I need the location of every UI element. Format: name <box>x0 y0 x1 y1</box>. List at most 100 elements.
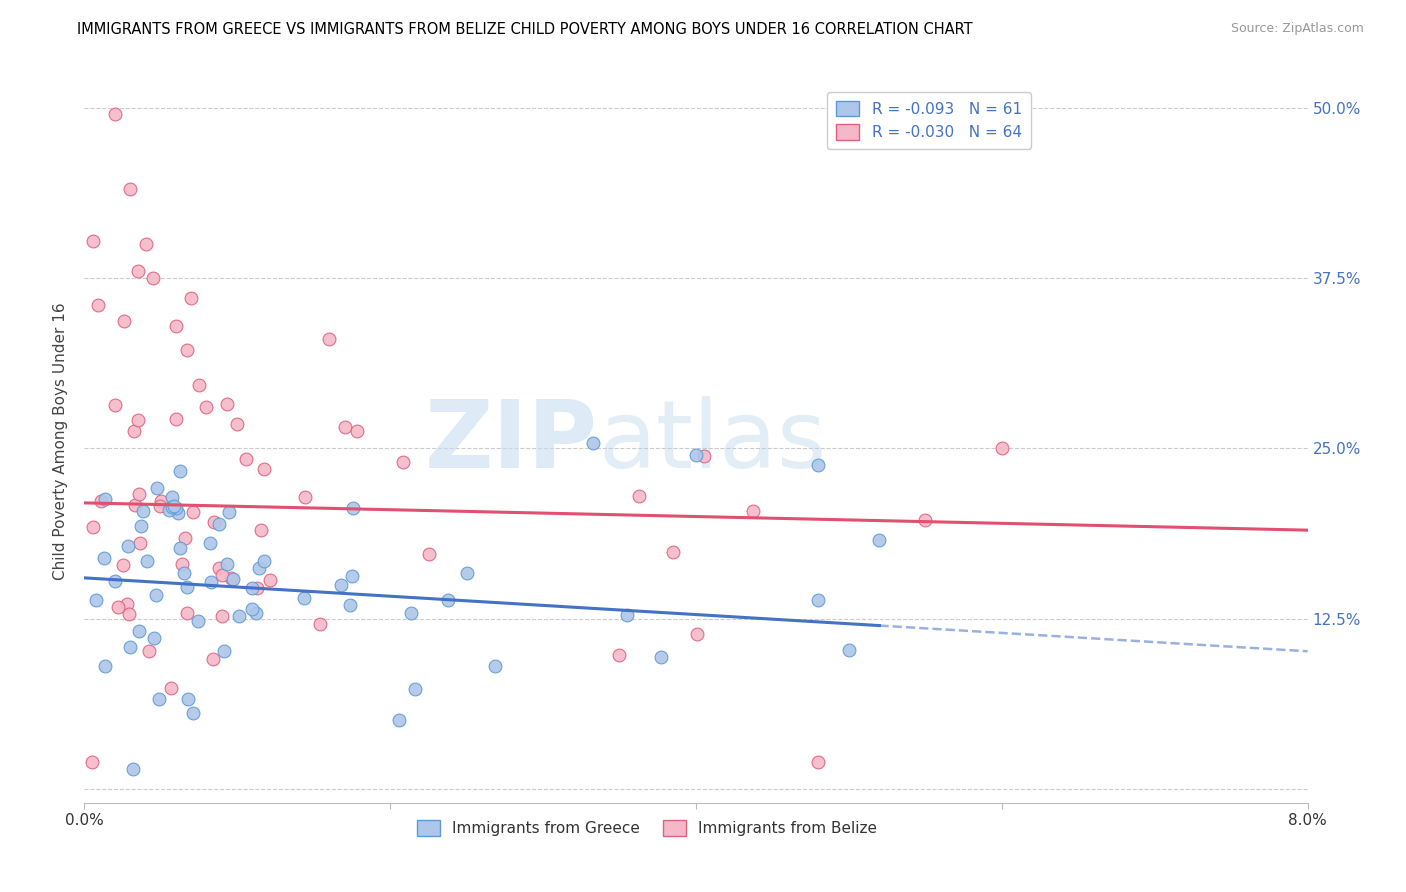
Point <box>181 505 204 519</box>
Point <box>120 182 142 196</box>
Point <box>107 600 129 615</box>
Point <box>160 500 183 515</box>
Point <box>212 644 235 658</box>
Point <box>200 574 222 589</box>
Point <box>165 412 187 426</box>
Point <box>122 424 145 438</box>
Point <box>145 588 167 602</box>
Point <box>246 581 269 595</box>
Point <box>82 234 104 248</box>
Point <box>202 516 225 530</box>
Point <box>82 755 104 769</box>
Point <box>240 601 263 615</box>
Point <box>437 593 460 607</box>
Point <box>339 598 361 612</box>
Point <box>228 609 250 624</box>
Point <box>176 343 198 357</box>
Point <box>616 607 638 622</box>
Point <box>253 554 276 568</box>
Point <box>807 458 830 472</box>
Point <box>93 551 115 566</box>
Point <box>112 558 135 573</box>
Point <box>404 682 426 697</box>
Point <box>247 560 270 574</box>
Point <box>218 505 240 519</box>
Y-axis label: Child Poverty Among Boys Under 16: Child Poverty Among Boys Under 16 <box>53 302 69 581</box>
Point <box>165 318 187 333</box>
Point <box>149 499 172 513</box>
Point <box>869 533 891 547</box>
Point <box>169 464 191 478</box>
Point <box>138 644 160 658</box>
Point <box>173 566 195 581</box>
Point <box>294 490 316 504</box>
Point <box>115 597 138 611</box>
Point <box>484 659 506 673</box>
Point <box>170 557 193 571</box>
Point <box>142 271 165 285</box>
Point <box>222 572 245 586</box>
Point <box>392 455 415 469</box>
Point <box>418 547 440 561</box>
Point <box>163 499 186 513</box>
Point <box>143 632 166 646</box>
Point <box>117 607 139 622</box>
Point <box>685 448 707 462</box>
Point <box>219 570 242 584</box>
Point <box>129 519 152 533</box>
Point <box>176 580 198 594</box>
Point <box>387 714 409 728</box>
Text: ZIP: ZIP <box>425 395 598 488</box>
Point <box>245 606 267 620</box>
Point <box>160 490 183 504</box>
Point <box>181 706 204 720</box>
Point <box>128 624 150 639</box>
Point <box>165 501 187 516</box>
Point <box>93 491 115 506</box>
Point <box>118 640 141 655</box>
Point <box>217 396 239 410</box>
Point <box>292 591 315 606</box>
Point <box>607 648 630 662</box>
Point <box>211 609 233 624</box>
Point <box>340 569 363 583</box>
Point <box>86 593 108 607</box>
Point <box>135 236 157 251</box>
Point <box>150 494 173 508</box>
Point <box>253 462 276 476</box>
Point <box>318 332 340 346</box>
Point <box>807 755 830 769</box>
Point <box>127 264 149 278</box>
Point <box>187 614 209 628</box>
Point <box>628 489 651 503</box>
Point <box>346 424 368 438</box>
Point <box>177 692 200 706</box>
Point <box>217 558 239 572</box>
Text: Source: ZipAtlas.com: Source: ZipAtlas.com <box>1230 22 1364 36</box>
Point <box>226 417 249 431</box>
Point <box>685 627 707 641</box>
Point <box>136 553 159 567</box>
Point <box>104 107 127 121</box>
Point <box>198 536 221 550</box>
Point <box>82 520 104 534</box>
Point <box>838 643 860 657</box>
Point <box>342 501 364 516</box>
Point <box>188 378 211 392</box>
Point <box>121 762 143 776</box>
Point <box>104 574 127 589</box>
Point <box>173 531 195 545</box>
Point <box>259 574 281 588</box>
Point <box>235 451 257 466</box>
Point <box>169 541 191 556</box>
Point <box>582 435 605 450</box>
Point <box>693 450 716 464</box>
Point <box>94 659 117 673</box>
Point <box>195 400 218 414</box>
Point <box>127 413 149 427</box>
Point <box>650 649 672 664</box>
Point <box>124 499 146 513</box>
Point <box>176 607 198 621</box>
Point <box>157 503 180 517</box>
Text: IMMIGRANTS FROM GREECE VS IMMIGRANTS FROM BELIZE CHILD POVERTY AMONG BOYS UNDER : IMMIGRANTS FROM GREECE VS IMMIGRANTS FRO… <box>77 22 973 37</box>
